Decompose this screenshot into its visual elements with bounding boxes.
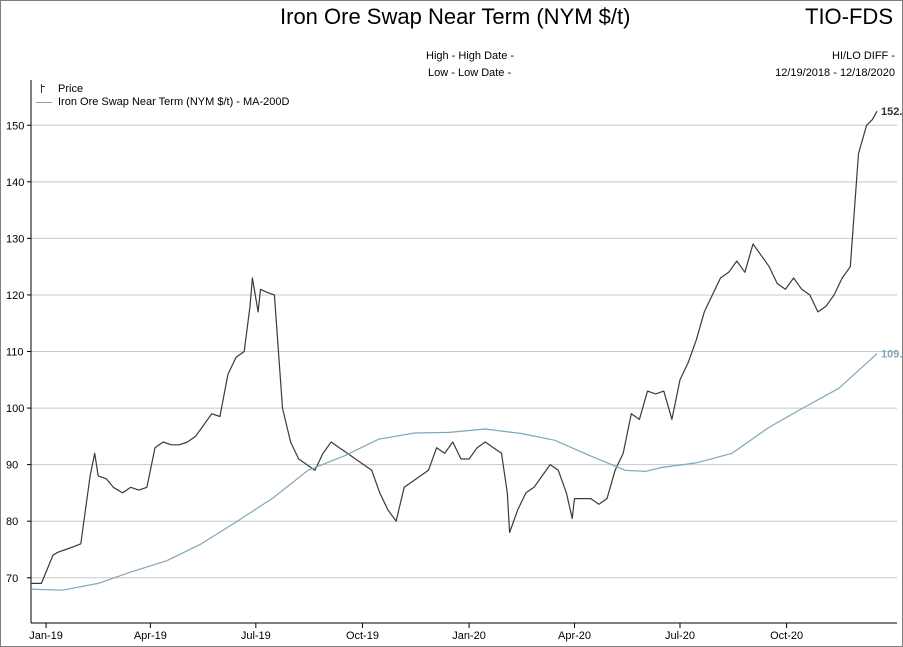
- x-tick-label: Jan-19: [29, 630, 63, 642]
- y-tick-label: 120: [6, 290, 24, 302]
- legend-item-ma: Iron Ore Swap Near Term (NYM $/t) - MA-2…: [36, 95, 289, 108]
- x-tick-label: Jul-19: [241, 630, 271, 642]
- ma-200d-line: [30, 353, 878, 591]
- ticker-symbol: TIO-FDS: [805, 4, 893, 29]
- y-tick-label: 70: [6, 573, 18, 585]
- y-tick-label: 130: [6, 233, 24, 245]
- x-tick-label: Jul-20: [665, 630, 695, 642]
- price-legend-swatch: [36, 83, 54, 94]
- y-tick-label: 80: [6, 516, 18, 528]
- x-tick-label: Apr-19: [134, 630, 167, 642]
- y-tick-label: 90: [6, 460, 18, 472]
- price-line: [31, 110, 878, 585]
- legend-item-price: Price: [36, 82, 289, 95]
- chart-title: Iron Ore Swap Near Term (NYM $/t): [280, 4, 631, 29]
- y-tick-label: 100: [6, 403, 24, 415]
- legend-label-ma: Iron Ore Swap Near Term (NYM $/t) - MA-2…: [58, 95, 290, 108]
- date-range-info: 12/19/2018 - 12/18/2020: [775, 67, 895, 79]
- ma-last-value-label: 109.61: [881, 349, 903, 361]
- chart-legend: Price Iron Ore Swap Near Term (NYM $/t) …: [36, 82, 289, 108]
- legend-label-price: Price: [58, 82, 84, 95]
- low-info: Low - Low Date -: [428, 67, 512, 79]
- hilo-diff-info: HI/LO DIFF -: [832, 50, 895, 62]
- x-tick-label: Jan-20: [452, 630, 486, 642]
- x-tick-label: Apr-20: [558, 630, 591, 642]
- ma-legend-swatch: [36, 97, 54, 107]
- y-tick-label: 150: [6, 120, 24, 132]
- x-tick-label: Oct-20: [770, 630, 803, 642]
- x-tick-label: Oct-19: [346, 630, 379, 642]
- price-last-value-label: 152.49: [881, 106, 903, 118]
- y-tick-label: 140: [6, 177, 24, 189]
- y-tick-label: 110: [6, 347, 24, 359]
- high-info: High - High Date -: [426, 50, 515, 62]
